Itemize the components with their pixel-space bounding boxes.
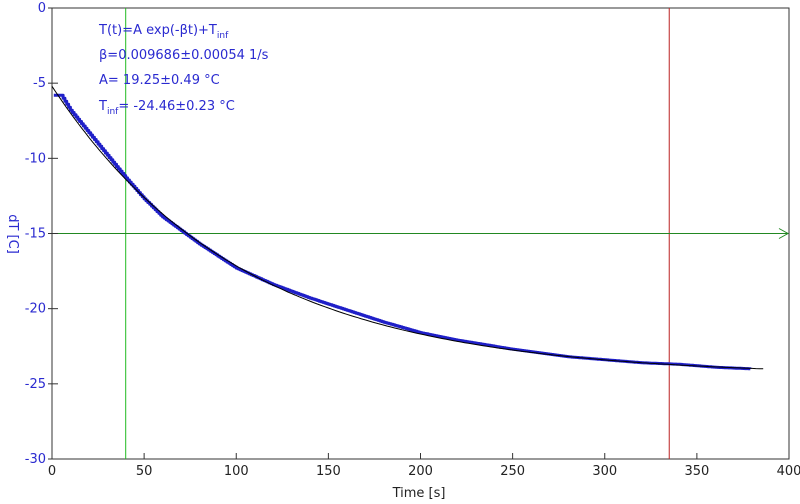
fit-curve-line (51, 86, 764, 370)
y-tick-label: 0 (38, 1, 46, 16)
cursor-lines (52, 8, 790, 459)
x-tick-label: 150 (316, 464, 341, 479)
fit-formula: T(t)=A exp(-βt)+Tinf (98, 23, 229, 41)
y-tick-label: -15 (25, 227, 46, 242)
data-series (53, 93, 752, 371)
x-axis-title: Time [s] (392, 486, 446, 501)
y-tick-label: -30 (25, 452, 46, 467)
fit-beta: β=0.009686±0.00054 1/s (99, 48, 269, 63)
x-tick-label: 200 (408, 464, 433, 479)
fit-t-inf-sub: inf (107, 107, 119, 117)
y-axis-title: dT [C] (5, 214, 20, 254)
data-trace (53, 93, 752, 371)
y-tick-label: -5 (33, 76, 46, 91)
fit-t-inf: Tinf= -24.46±0.23 °C (98, 99, 235, 117)
x-tick-label: 350 (684, 464, 709, 479)
y-tick-label: -25 (25, 377, 46, 392)
fit-formula-sub: inf (217, 31, 229, 41)
fit-t-inf-main: T (98, 99, 107, 114)
fit-amplitude: A= 19.25±0.49 °C (99, 73, 220, 88)
x-tick-label: 50 (136, 464, 153, 479)
x-tick-label: 0 (48, 464, 56, 479)
tick-labels: 0 50 100 150 200 250 300 350 400 0 -5 -10 -15 -20 -25 -… (25, 1, 800, 479)
axis-ticks (48, 7, 790, 460)
x-tick-label: 300 (592, 464, 617, 479)
cursor-arrow-icon (778, 228, 790, 239)
y-tick-label: -10 (25, 151, 46, 166)
y-tick-label: -20 (25, 302, 46, 317)
x-tick-label: 400 (777, 464, 800, 479)
x-tick-label: 250 (500, 464, 525, 479)
fit-formula-main: T(t)=A exp(-βt)+T (98, 23, 217, 38)
fit-t-inf-value: = -24.46±0.23 °C (118, 99, 234, 114)
x-tick-label: 100 (224, 464, 249, 479)
fit-curve (51, 86, 764, 370)
